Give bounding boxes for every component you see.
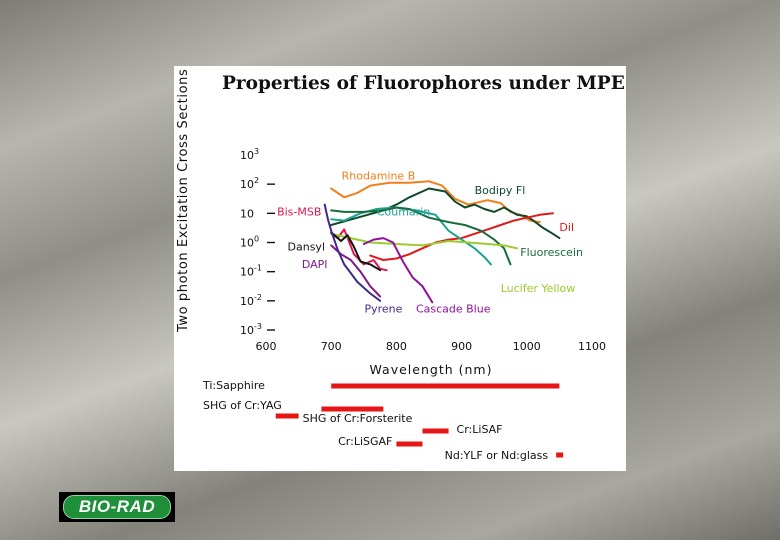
x-tick-label: 800 <box>386 340 407 353</box>
y-tick-label: 103 <box>240 147 259 162</box>
chart-panel <box>174 66 626 471</box>
series-label-rhodamine-b: Rhodamine B <box>342 170 416 183</box>
y-axis-label: Two photon Excitation Cross Sections (GM… <box>176 66 191 333</box>
y-tick-label: 10-2 <box>240 293 262 308</box>
laser-bar-cr-lisgaf <box>396 441 423 447</box>
y-tick-label: 100 <box>240 235 259 250</box>
laser-bar-shg-of-cr-forsterite <box>275 413 299 419</box>
laser-label-nd-ylf-or-nd-glass: Nd:YLF or Nd:glass <box>445 449 549 462</box>
laser-label-cr-lisaf: Cr:LiSAF <box>457 423 503 436</box>
x-tick-label: 900 <box>451 340 472 353</box>
logo-wordmark: BIO-RAD <box>63 495 171 519</box>
series-line-fluorescein <box>330 206 512 266</box>
x-tick-label: 700 <box>321 340 342 353</box>
series-label-fluorescein: Fluorescein <box>520 246 583 259</box>
series-line-dansyl <box>330 231 382 272</box>
x-tick-label: 1100 <box>578 340 606 353</box>
series-label-bis-msb: Bis-MSB <box>277 206 321 219</box>
laser-bar-nd-ylf-or-nd-glass <box>556 452 564 458</box>
series-label-coumarin: Coumarin <box>377 206 430 219</box>
series-line-pyrene <box>323 203 382 302</box>
series-label-pyrene: Pyrene <box>364 303 402 316</box>
series-line-lucifer-yellow <box>330 232 518 250</box>
y-tick-label: 10-1 <box>240 264 262 279</box>
fluorophore-chart: Properties of Fluorophores under MPE Two… <box>176 66 625 462</box>
series-lines <box>323 180 561 304</box>
laser-label-ti-sapphire: Ti:Sapphire <box>202 379 265 392</box>
y-axis-ticks: 103 102 10 100 10-1 10-2 10-3 <box>240 147 275 337</box>
y-tick-label: 10 <box>240 207 254 220</box>
laser-label-shg-of-cr-forsterite: SHG of Cr:Forsterite <box>303 412 413 425</box>
series-labels: Rhodamine B Bodipy Fl DiI Bis-MSB Coumarin Fl… <box>277 170 583 316</box>
y-tick-label: 10-3 <box>240 322 262 337</box>
series-line-cascade-blue <box>362 237 434 304</box>
series-label-bodipy-fl: Bodipy Fl <box>475 184 526 197</box>
laser-label-shg-of-cr-yag: SHG of Cr:YAG <box>203 399 282 412</box>
series-line-coumarin <box>330 206 492 266</box>
y-tick-label: 102 <box>240 176 259 191</box>
x-axis-label: Wavelength (nm) <box>370 362 493 377</box>
series-label-dapi: DAPI <box>302 258 328 271</box>
laser-bar-cr-lisaf <box>422 428 449 434</box>
series-label-dansyl: Dansyl <box>288 241 325 254</box>
series-label-dii: DiI <box>559 221 574 234</box>
x-axis-ticks: 600 700 800 900 1000 1100 <box>256 340 607 353</box>
series-line-bodipy-fl <box>330 187 561 240</box>
x-tick-label: 1000 <box>513 340 541 353</box>
laser-bar-shg-of-cr-yag <box>321 406 384 412</box>
series-label-lucifer-yellow: Lucifer Yellow <box>501 282 576 295</box>
series-label-cascade-blue: Cascade Blue <box>416 303 491 316</box>
laser-bar-ti-sapphire <box>331 383 560 389</box>
laser-label-cr-lisgaf: Cr:LiSGAF <box>338 435 392 448</box>
x-tick-label: 600 <box>256 340 277 353</box>
laser-ranges: Ti:Sapphire SHG of Cr:YAG SHG of Cr:Forste… <box>202 379 564 462</box>
chart-title: Properties of Fluorophores under MPE <box>222 73 625 94</box>
bio-rad-logo: BIO-RAD <box>59 492 175 522</box>
